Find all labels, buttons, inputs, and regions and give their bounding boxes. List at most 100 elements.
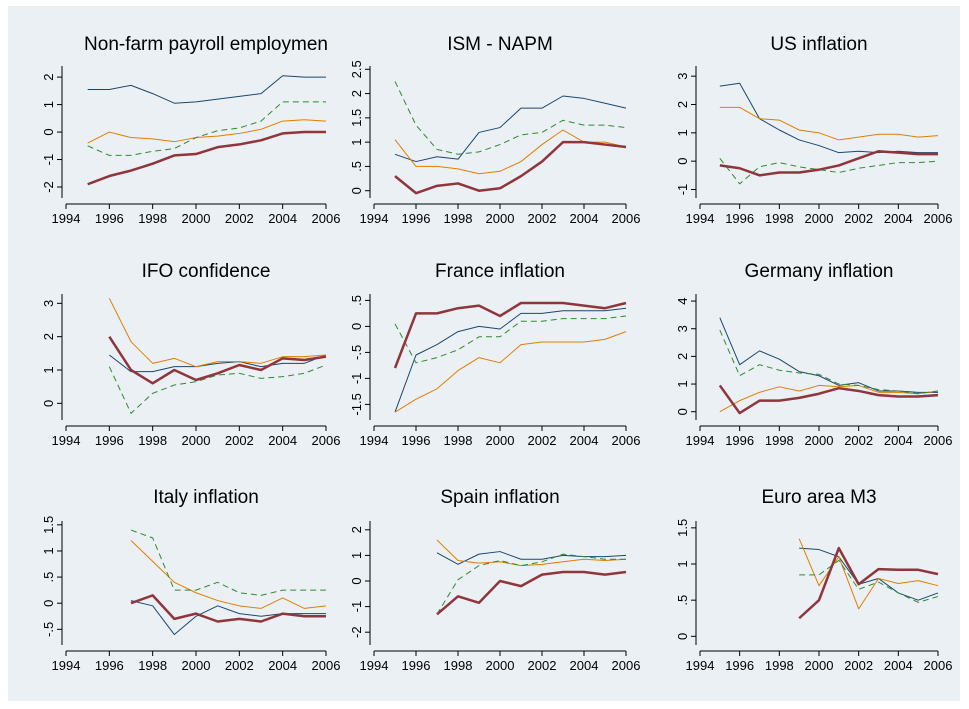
x-tick-label: 2006 (612, 658, 641, 673)
x-tick-label: 2004 (268, 433, 297, 448)
series-line (393, 301, 627, 369)
series-line (108, 364, 327, 414)
series-line (87, 75, 326, 104)
panel-title: Euro area M3 (761, 487, 876, 508)
x-tick-label: 2000 (182, 211, 211, 226)
x-tick-label: 2002 (844, 658, 873, 673)
series-line (394, 95, 627, 163)
y-tick-label: .5 (349, 161, 364, 172)
x-tick-label: 2004 (268, 658, 297, 673)
y-tick-label: 1.5 (41, 516, 56, 534)
panel-title: Non-farm payroll employmen (84, 34, 328, 55)
x-tick-label: 2000 (805, 211, 834, 226)
series-line (108, 335, 327, 385)
series-line (799, 547, 939, 601)
panel-title: Spain inflation (440, 487, 559, 508)
x-tick-label: 2004 (268, 211, 297, 226)
x-tick-label: 1998 (444, 211, 473, 226)
series-line (436, 551, 627, 565)
y-tick-label: 2 (41, 333, 56, 340)
x-tick-label: 1998 (138, 211, 167, 226)
x-tick-label: 1996 (95, 658, 124, 673)
y-tick-label: -2 (41, 181, 56, 193)
series-line (798, 538, 939, 610)
x-tick-label: 2002 (528, 658, 557, 673)
x-tick-label: 2000 (805, 433, 834, 448)
x-tick-label: 2000 (182, 658, 211, 673)
y-tick-label: .5 (349, 295, 364, 306)
x-tick-label: 2006 (612, 211, 641, 226)
x-tick-label: 2002 (225, 211, 254, 226)
series-line (108, 298, 327, 368)
series-line (719, 106, 939, 141)
series-line (394, 81, 627, 155)
y-tick-label: 0 (41, 600, 56, 607)
x-tick-label: 1996 (95, 433, 124, 448)
y-tick-label: -1 (41, 154, 56, 166)
y-tick-label: 1 (675, 560, 690, 567)
x-tick-label: 1994 (360, 658, 389, 673)
x-tick-label: 1998 (444, 433, 473, 448)
x-tick-label: 2004 (884, 211, 913, 226)
x-tick-label: 1994 (686, 658, 715, 673)
y-tick-label: -1 (349, 373, 364, 385)
y-tick-label: -1 (675, 184, 690, 196)
series-line (799, 559, 939, 603)
x-tick-label: 1998 (765, 658, 794, 673)
y-tick-label: 0 (675, 633, 690, 640)
y-tick-label: -.5 (41, 622, 56, 637)
x-tick-label: 1994 (52, 658, 81, 673)
x-tick-label: 1998 (138, 658, 167, 673)
y-tick-label: 0 (41, 400, 56, 407)
y-tick-label: 1 (675, 129, 690, 136)
y-tick-label: 2 (675, 101, 690, 108)
x-tick-label: 2004 (884, 658, 913, 673)
x-tick-label: 2000 (805, 658, 834, 673)
series-line (394, 315, 627, 364)
y-tick-label: -2 (349, 626, 364, 638)
y-tick-label: 1.5 (349, 109, 364, 127)
y-tick-label: .5 (675, 595, 690, 606)
y-tick-label: 4 (675, 297, 690, 304)
y-tick-label: .5 (41, 572, 56, 583)
panel-title: IFO confidence (142, 261, 271, 282)
series-line (719, 317, 938, 393)
series-line (130, 594, 326, 623)
x-tick-label: 2006 (312, 433, 341, 448)
x-tick-label: 2006 (612, 433, 641, 448)
y-tick-label: 3 (675, 73, 690, 80)
x-tick-label: 2002 (225, 658, 254, 673)
series-line (394, 307, 627, 413)
y-tick-label: 2 (349, 526, 364, 533)
series-line (719, 384, 939, 413)
y-tick-label: 1 (349, 139, 364, 146)
x-tick-label: 2000 (486, 433, 515, 448)
y-tick-label: 0 (675, 158, 690, 165)
series-line (719, 329, 939, 395)
y-tick-label: 1 (349, 552, 364, 559)
x-tick-label: 2002 (528, 433, 557, 448)
x-tick-label: 2000 (486, 211, 515, 226)
series-line (394, 140, 627, 195)
x-tick-label: 2006 (924, 658, 953, 673)
x-tick-label: 2006 (924, 211, 953, 226)
x-tick-label: 1994 (360, 433, 389, 448)
panel-title: France inflation (435, 261, 565, 282)
x-tick-label: 2000 (486, 658, 515, 673)
y-tick-label: 3 (41, 300, 56, 307)
x-tick-label: 2006 (312, 658, 341, 673)
x-tick-label: 2002 (225, 433, 254, 448)
x-tick-label: 1996 (725, 211, 754, 226)
x-tick-label: 1996 (725, 658, 754, 673)
panel-title: US inflation (770, 34, 867, 55)
x-tick-label: 1998 (444, 658, 473, 673)
x-tick-label: 2004 (884, 433, 913, 448)
x-tick-label: 1994 (686, 211, 715, 226)
x-tick-label: 2004 (570, 658, 599, 673)
x-tick-label: 2002 (528, 211, 557, 226)
y-tick-label: 1 (41, 101, 56, 108)
series-line (719, 158, 939, 185)
y-tick-label: 1 (41, 547, 56, 554)
